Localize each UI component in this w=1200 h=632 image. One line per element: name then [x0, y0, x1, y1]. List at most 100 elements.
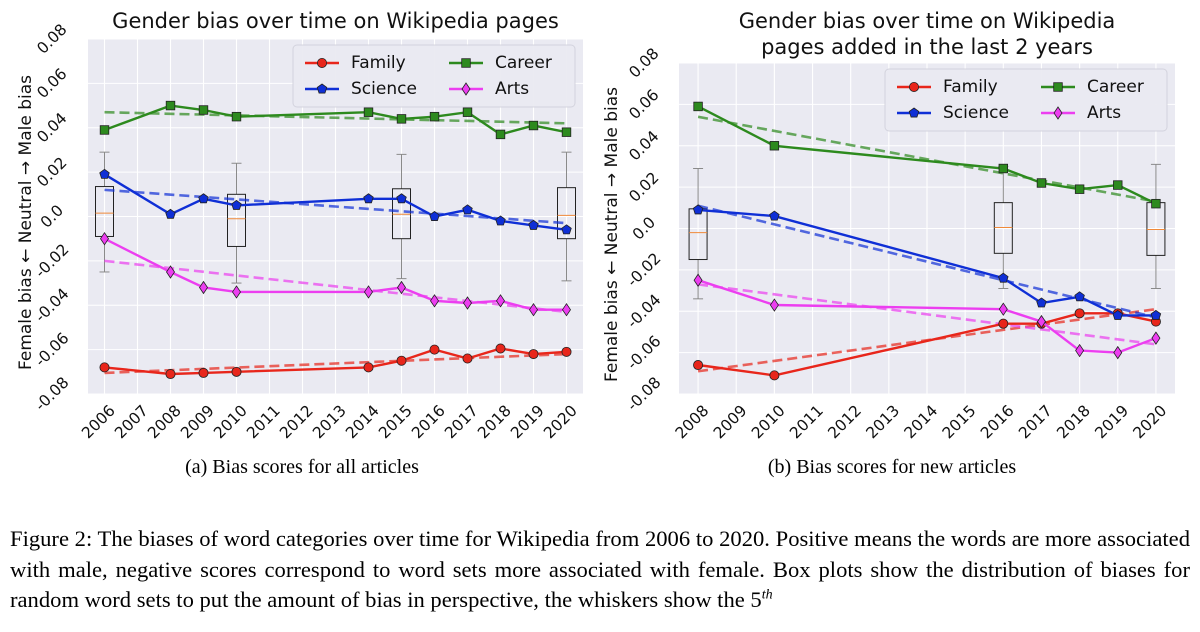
trend-line-family	[104, 352, 567, 375]
x-tick-label: 2019	[507, 402, 548, 443]
data-point-science	[495, 215, 506, 226]
data-point-science	[1112, 309, 1123, 320]
data-point-career	[1113, 180, 1123, 190]
x-tick-label: 2006	[78, 402, 119, 443]
data-point-family	[495, 343, 506, 354]
legend-item-arts: Arts	[1041, 103, 1121, 123]
x-tick-label: 2011	[243, 402, 284, 443]
data-point-family	[429, 344, 440, 355]
legend: Family Career Science Arts	[292, 44, 576, 108]
data-point-career	[198, 105, 209, 115]
data-point-career	[769, 141, 780, 151]
data-point-arts	[430, 294, 439, 308]
x-tick-label: 2020	[540, 402, 581, 443]
x-tick-label: 2010	[210, 402, 251, 443]
data-point-science	[396, 193, 407, 204]
data-point-career	[429, 111, 440, 122]
data-point-career	[1036, 178, 1047, 188]
data-point-science	[99, 168, 110, 179]
data-point-science	[1150, 309, 1162, 320]
y-tick-label: 0.04	[625, 127, 662, 164]
y-tick-label: -0.08	[623, 373, 664, 414]
caption-superscript: th	[761, 587, 773, 603]
data-point-career	[231, 111, 242, 122]
box-plot-2020	[557, 151, 576, 282]
data-point-arts	[769, 298, 779, 312]
y-tick-label: -0.02	[623, 249, 664, 290]
x-tick-label: 2011	[786, 402, 827, 443]
data-point-arts	[100, 231, 109, 246]
data-point-science	[998, 272, 1009, 283]
data-point-science	[561, 224, 572, 235]
x-tick-label: 2007	[111, 402, 152, 443]
y-tick-label: 0.02	[625, 169, 662, 206]
figure-charts: 0.080.060.040.020.0-0.02-0.04-0.06-0.082…	[16, 9, 1175, 443]
trend-line-career	[697, 115, 1157, 203]
data-point-family	[561, 346, 572, 357]
box-plot-2015	[392, 153, 411, 280]
x-tick-label: 2012	[276, 402, 317, 443]
y-tick-label: 0.08	[33, 20, 70, 57]
data-point-career	[99, 125, 110, 135]
x-tick-label: 2013	[309, 402, 350, 443]
data-point-family	[198, 367, 209, 378]
data-point-science	[462, 204, 473, 215]
data-point-science	[692, 204, 704, 215]
x-tick-label: 2010	[748, 402, 789, 443]
x-tick-label: 2016	[408, 402, 449, 443]
y-tick-label: -0.08	[31, 373, 72, 414]
legend-label: Career	[1087, 77, 1144, 97]
x-tick-label: 2018	[1053, 402, 1094, 443]
data-point-career	[396, 114, 407, 124]
legend-item-career: Career	[1041, 77, 1144, 97]
box-iqr	[993, 202, 1013, 254]
y-tick-label: -0.04	[623, 291, 664, 332]
x-tick-label: 2014	[901, 402, 942, 443]
data-point-science	[1074, 291, 1085, 302]
legend-label: Arts	[1087, 103, 1121, 123]
legend-box	[884, 68, 1168, 132]
trend-line-career	[104, 110, 567, 125]
x-tick-label: 2017	[1015, 402, 1056, 443]
y-tick-label: -0.02	[31, 240, 72, 281]
chart-new-articles: 0.080.060.040.020.0-0.02-0.04-0.06-0.082…	[602, 9, 1175, 442]
data-point-science	[1036, 297, 1047, 308]
subcaption-b: (b) Bias scores for new articles	[767, 456, 1017, 478]
chart-title: Gender bias over time on Wikipedia	[739, 9, 1116, 33]
data-point-arts	[998, 302, 1008, 316]
data-point-career	[363, 107, 374, 117]
legend-swatch-marker	[316, 58, 327, 69]
y-tick-label: 0.06	[33, 65, 70, 102]
data-point-career	[693, 101, 703, 112]
trend-line-science	[104, 188, 567, 225]
x-tick-label: 2015	[375, 402, 416, 443]
data-point-career	[495, 129, 506, 140]
legend-label: Arts	[495, 79, 529, 99]
data-point-career	[165, 100, 176, 111]
legend: Family Career Science Arts	[884, 68, 1168, 132]
y-tick-label: 0.02	[33, 154, 70, 191]
x-tick-label: 2016	[977, 402, 1018, 443]
trend-line-arts	[697, 283, 1157, 346]
x-tick-label: 2014	[342, 402, 383, 443]
data-point-career	[462, 107, 473, 117]
data-point-family	[528, 349, 539, 360]
legend-item-career: Career	[449, 53, 552, 73]
y-axis-label: Female bias ← Neutral → Male bias	[602, 87, 622, 382]
data-point-family	[693, 360, 704, 371]
caption-text: Figure 2: The biases of word categories …	[10, 526, 1190, 612]
legend-swatch-marker	[1053, 106, 1063, 120]
legend-swatch-marker	[908, 107, 920, 118]
data-point-career	[1074, 184, 1085, 194]
legend-swatch-marker	[461, 82, 471, 96]
data-point-arts	[232, 285, 241, 299]
data-point-science	[429, 211, 440, 221]
box-iqr	[557, 187, 576, 240]
y-tick-label: -0.06	[31, 329, 72, 370]
x-tick-label: 2017	[441, 402, 482, 443]
x-tick-label: 2013	[863, 402, 904, 443]
data-point-family	[165, 369, 176, 380]
legend-item-science: Science	[305, 79, 417, 99]
figure-caption: Figure 2: The biases of word categories …	[10, 524, 1190, 616]
x-tick-label: 2012	[824, 402, 865, 443]
